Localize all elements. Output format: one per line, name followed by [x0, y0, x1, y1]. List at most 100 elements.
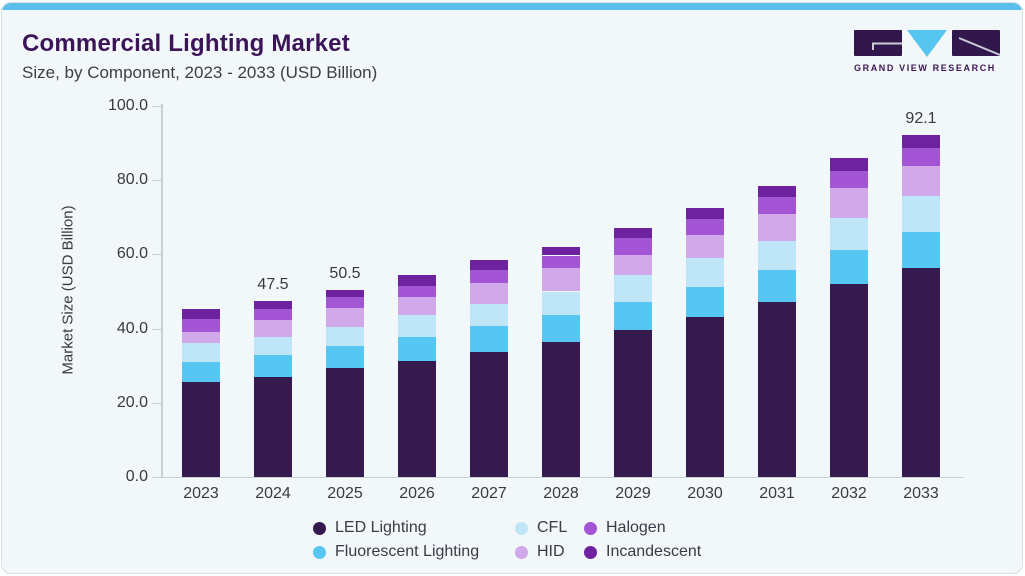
- legend-item-led-lighting: LED Lighting: [313, 519, 427, 537]
- bar-segment-2028-led-lighting: [542, 341, 580, 477]
- bar-segment-2024-cfl: [254, 336, 292, 355]
- chart-subtitle: Size, by Component, 2023 - 2033 (USD Bil…: [22, 63, 378, 82]
- bar-segment-2028-incandescent: [542, 246, 580, 256]
- bar-segment-2023-hid: [182, 331, 220, 344]
- bar-segment-2032-fluorescent-lighting: [830, 249, 868, 285]
- bar-segment-2028-cfl: [542, 291, 580, 315]
- bar-segment-2033-hid: [902, 165, 940, 196]
- logo-wordmark: GRAND VIEW RESEARCH: [854, 63, 996, 73]
- bar-segment-2025-hid: [326, 308, 364, 327]
- bar-segment-2033-fluorescent-lighting: [902, 232, 940, 268]
- legend-label: CFL: [537, 519, 568, 536]
- bar-segment-2025-halogen: [326, 297, 364, 309]
- y-axis-title: Market Size (USD Billion): [59, 205, 77, 375]
- y-tick-label: 100.0: [107, 97, 148, 114]
- bar-segment-2026-led-lighting: [398, 360, 436, 477]
- bar-segment-2027-fluorescent-lighting: [470, 326, 508, 352]
- bar-segment-2030-led-lighting: [686, 317, 724, 477]
- bar-segment-2025-cfl: [326, 326, 364, 347]
- y-tick-mark: [152, 106, 162, 107]
- bar-segment-2032-cfl: [830, 218, 868, 250]
- bar-segment-2031-hid: [758, 213, 796, 241]
- x-axis-line: [152, 477, 964, 478]
- x-tick-label-2032: 2032: [831, 485, 867, 502]
- bar-segment-2025-incandescent: [326, 289, 364, 298]
- y-tick-mark: [152, 254, 162, 256]
- grand-view-research-logo: GRAND VIEW RESEARCH: [854, 30, 1000, 73]
- bar-total-label-2033: 92.1: [905, 110, 937, 128]
- bar-segment-2032-led-lighting: [830, 284, 868, 477]
- bar-segment-2033-incandescent: [902, 135, 940, 148]
- bar-segment-2027-halogen: [470, 269, 508, 283]
- legend-label: Fluorescent Lighting: [335, 543, 480, 560]
- bar-segment-2024-fluorescent-lighting: [254, 354, 292, 377]
- y-axis-line: [161, 104, 163, 478]
- x-tick-label-2027: 2027: [471, 485, 507, 502]
- y-tick-label: 40.0: [116, 319, 148, 337]
- bar-segment-2030-cfl: [686, 258, 724, 288]
- legend-dot-icon: [584, 545, 597, 559]
- x-tick-label-2026: 2026: [399, 485, 435, 502]
- bar-segment-2029-fluorescent-lighting: [614, 302, 652, 331]
- bar-segment-2030-hid: [686, 235, 724, 259]
- bar-segment-2028-hid: [542, 268, 580, 292]
- bar-segment-2027-incandescent: [470, 260, 508, 270]
- bar-segment-2024-incandescent: [254, 300, 292, 309]
- bar-segment-2027-hid: [470, 282, 508, 305]
- logo-r-tile-icon: [952, 30, 1000, 56]
- x-tick-label-2031: 2031: [759, 485, 795, 502]
- bar-segment-2030-halogen: [686, 218, 724, 236]
- bar-segment-2027-led-lighting: [470, 351, 508, 477]
- legend-item-incandescent: Incandescent: [584, 543, 701, 561]
- bar-segment-2023-incandescent: [182, 308, 220, 319]
- bar-segment-2024-hid: [254, 320, 292, 337]
- bar-segment-2032-incandescent: [830, 157, 868, 171]
- y-tick-label: 80.0: [116, 171, 148, 189]
- bar-segment-2024-led-lighting: [254, 376, 292, 477]
- bar-segment-2029-incandescent: [614, 228, 652, 239]
- x-tick-label-2025: 2025: [327, 485, 363, 502]
- legend-dot-icon: [313, 545, 326, 559]
- bar-segment-2031-fluorescent-lighting: [758, 269, 796, 302]
- bar-total-label-2024: 47.5: [257, 275, 289, 293]
- x-tick-label-2024: 2024: [255, 485, 291, 502]
- legend-item-fluorescent-lighting: Fluorescent Lighting: [313, 543, 479, 561]
- bar-segment-2026-halogen: [398, 285, 436, 297]
- y-tick-mark: [152, 328, 162, 330]
- legend-item-halogen: Halogen: [584, 519, 666, 537]
- bar-segment-2023-led-lighting: [182, 382, 220, 477]
- accent-top-strip: [2, 3, 1022, 10]
- logo-marks: [854, 30, 1000, 57]
- y-tick-label: 20.0: [116, 393, 148, 411]
- legend-label: Incandescent: [606, 543, 702, 560]
- x-tick-label-2033: 2033: [903, 485, 939, 502]
- bar-segment-2026-hid: [398, 296, 436, 315]
- legend-dot-icon: [313, 521, 326, 535]
- bar-segment-2029-led-lighting: [614, 330, 652, 477]
- bar-segment-2027-cfl: [470, 304, 508, 327]
- bar-segment-2031-halogen: [758, 197, 796, 214]
- bar-segment-2029-hid: [614, 254, 652, 275]
- legend-item-cfl: CFL: [515, 519, 567, 537]
- legend-label: Halogen: [606, 519, 666, 536]
- y-tick-label: 0.0: [125, 468, 148, 485]
- bar-segment-2030-incandescent: [686, 208, 724, 219]
- bar-segment-2031-cfl: [758, 240, 796, 270]
- bar-segment-2026-fluorescent-lighting: [398, 337, 436, 361]
- bar-segment-2023-cfl: [182, 343, 220, 362]
- bar-total-label-2025: 50.5: [329, 264, 361, 282]
- bar-segment-2031-led-lighting: [758, 301, 796, 477]
- bar-segment-2029-cfl: [614, 274, 652, 303]
- legend-dot-icon: [584, 521, 597, 535]
- bar-segment-2028-halogen: [542, 255, 580, 269]
- bar-segment-2030-fluorescent-lighting: [686, 287, 724, 318]
- logo-g-tile-icon: [854, 30, 902, 56]
- bar-segment-2033-halogen: [902, 147, 940, 166]
- bar-segment-2033-cfl: [902, 195, 940, 233]
- y-tick-mark: [152, 402, 162, 404]
- y-tick-label: 60.0: [116, 245, 148, 263]
- legend-dot-icon: [515, 545, 528, 559]
- bar-segment-2029-halogen: [614, 238, 652, 255]
- bar-segment-2023-fluorescent-lighting: [182, 361, 220, 383]
